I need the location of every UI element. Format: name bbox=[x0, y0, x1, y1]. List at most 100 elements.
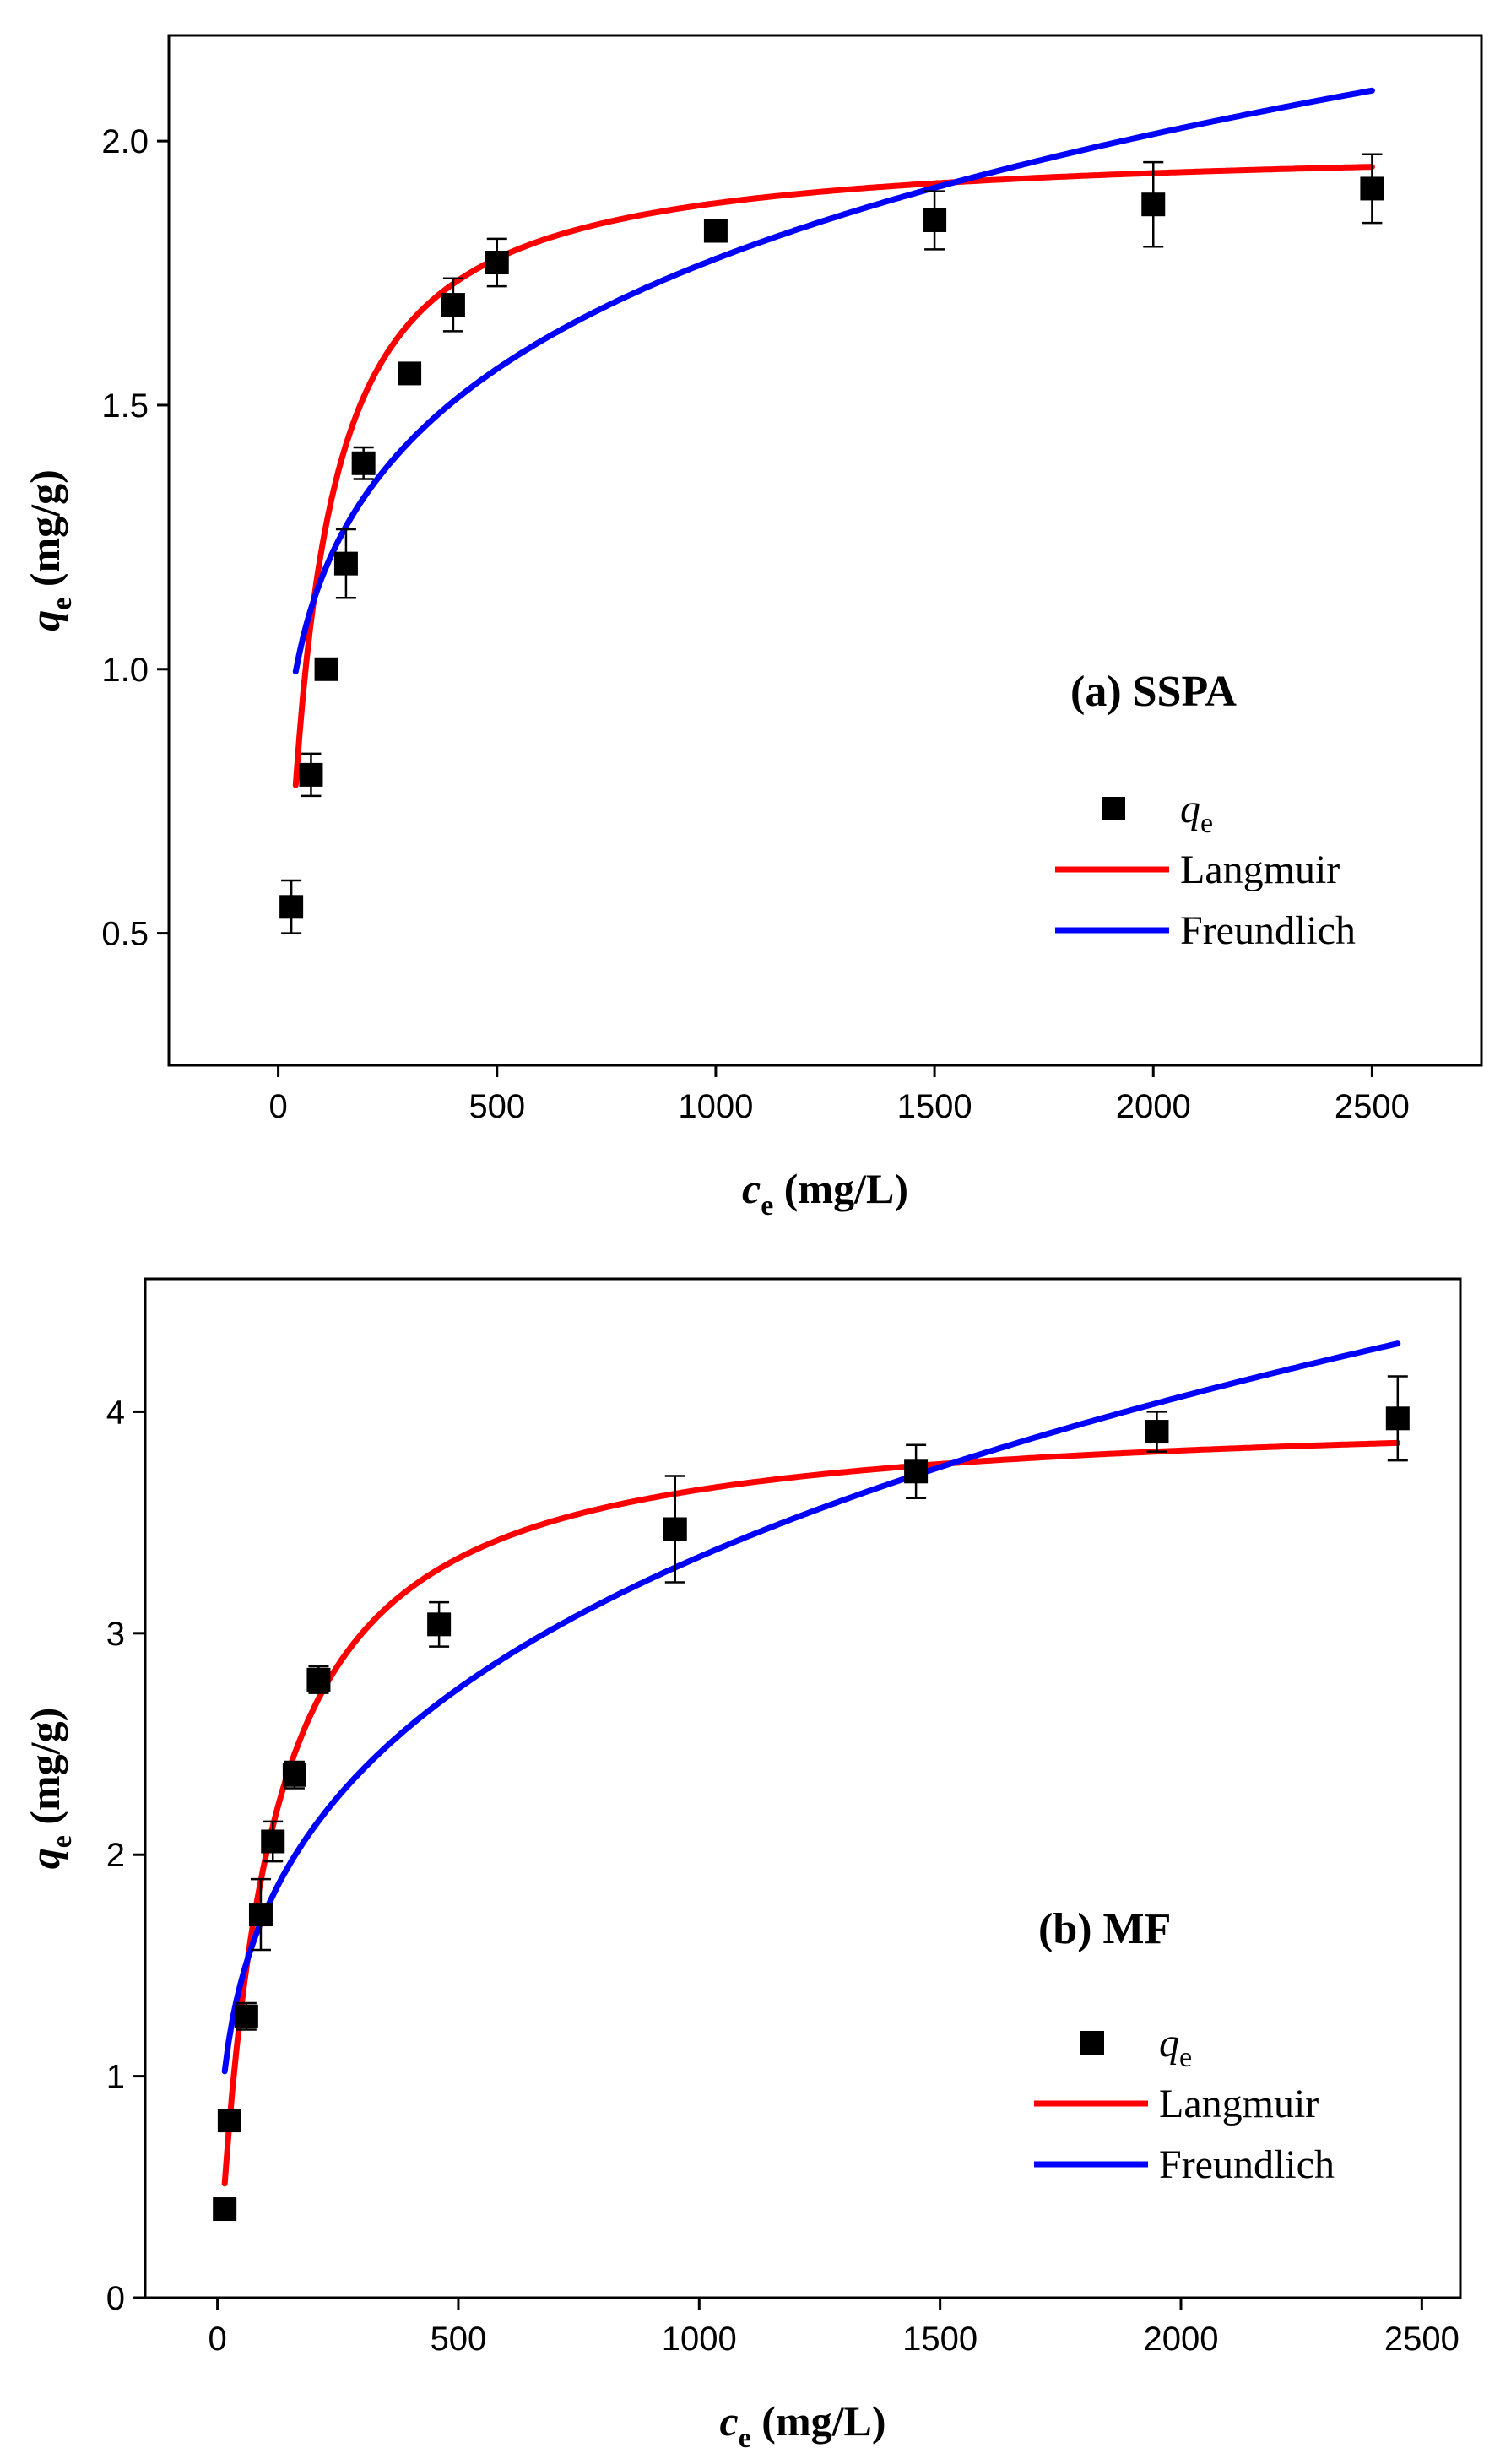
x-tick-label: 0 bbox=[268, 1088, 287, 1125]
y-tick-label: 1 bbox=[106, 2059, 125, 2096]
x-tick-label: 1500 bbox=[902, 2320, 978, 2358]
x-tick-label: 1000 bbox=[662, 2320, 737, 2358]
data-point bbox=[923, 190, 947, 251]
data-point bbox=[279, 879, 304, 934]
data-point bbox=[904, 1443, 929, 1500]
data-marker bbox=[314, 657, 338, 681]
data-point bbox=[314, 657, 338, 681]
data-marker bbox=[248, 1903, 273, 1927]
data-point bbox=[663, 1475, 687, 1584]
data-point bbox=[351, 446, 376, 480]
y-axis-label-symbol: q bbox=[21, 610, 68, 631]
data-point bbox=[485, 237, 509, 288]
x-tick-label: 2000 bbox=[1144, 2320, 1219, 2358]
x-tick-label: 500 bbox=[431, 2320, 487, 2358]
data-point bbox=[1385, 1375, 1410, 1462]
data-point bbox=[398, 361, 422, 386]
x-tick-label: 500 bbox=[468, 1088, 525, 1125]
data-point bbox=[703, 219, 728, 243]
data-marker bbox=[282, 1763, 306, 1787]
data-marker bbox=[351, 451, 376, 475]
y-tick-label: 3 bbox=[106, 1616, 125, 1653]
y-tick-label: 0 bbox=[106, 2280, 125, 2317]
x-axis-label-symbol: c bbox=[742, 1165, 761, 1212]
series-line-freundlich bbox=[221, 1340, 1401, 2075]
x-tick-label: 1000 bbox=[678, 1088, 753, 1125]
legend-label-freundlich: Freundlich bbox=[1159, 2142, 1335, 2187]
legend-label-freundlich: Freundlich bbox=[1180, 908, 1356, 953]
data-marker bbox=[234, 2004, 258, 2028]
data-point bbox=[282, 1760, 306, 1790]
data-marker bbox=[1141, 192, 1166, 217]
data-marker bbox=[261, 1829, 285, 1854]
data-point bbox=[333, 528, 358, 599]
legend-label-qe: qe bbox=[1159, 2021, 1192, 2073]
data-point bbox=[427, 1600, 452, 1648]
data-marker bbox=[1385, 1406, 1410, 1431]
legend-label-qe: qe bbox=[1180, 787, 1213, 839]
series-line-freundlich bbox=[292, 87, 1375, 675]
x-axis-label-symbol: c bbox=[720, 2397, 739, 2445]
y-axis-label-subscript: e bbox=[46, 598, 78, 610]
y-tick-label: 1.5 bbox=[101, 387, 149, 425]
data-marker bbox=[217, 2109, 241, 2133]
legend: qe Langmuir Freundlich bbox=[1055, 787, 1356, 953]
data-point bbox=[234, 2001, 258, 2031]
data-marker bbox=[703, 219, 728, 243]
y-axis-label: qe (mg/g) bbox=[21, 1708, 78, 1869]
y-axis-label-symbol: q bbox=[21, 1848, 68, 1869]
data-marker bbox=[1145, 1420, 1169, 1444]
data-marker bbox=[279, 895, 304, 919]
y-tick-label: 0.5 bbox=[101, 916, 149, 953]
data-marker bbox=[923, 208, 947, 232]
y-tick-label: 1.0 bbox=[101, 652, 149, 689]
y-axis-label-unit: (mg/g) bbox=[21, 469, 68, 597]
x-axis-label-unit: (mg/L) bbox=[773, 1165, 908, 1212]
data-marker bbox=[213, 2197, 237, 2222]
data-point bbox=[1141, 160, 1166, 248]
plot-frame bbox=[144, 1277, 1462, 2299]
y-axis-label-subscript: e bbox=[46, 1835, 78, 1848]
x-axis-label: ce (mg/L) bbox=[720, 2397, 886, 2454]
data-point bbox=[217, 2109, 241, 2133]
x-axis-label-subscript: e bbox=[761, 1190, 773, 1221]
data-marker bbox=[904, 1459, 929, 1484]
x-tick-label: 0 bbox=[208, 2320, 226, 2358]
x-tick-label: 2500 bbox=[1335, 1088, 1410, 1125]
legend: qe Langmuir Freundlich bbox=[1034, 2021, 1335, 2187]
data-point bbox=[248, 1877, 273, 1952]
data-marker bbox=[398, 361, 422, 386]
data-marker bbox=[333, 551, 358, 576]
x-axis-label: ce (mg/L) bbox=[742, 1165, 908, 1221]
y-tick-label: 4 bbox=[106, 1394, 125, 1431]
panel-title: (b) MF bbox=[1038, 1905, 1171, 1953]
legend-label-langmuir: Langmuir bbox=[1180, 848, 1340, 892]
data-point bbox=[213, 2197, 237, 2222]
data-marker bbox=[299, 762, 323, 787]
legend-marker bbox=[1102, 797, 1125, 820]
panel-title: (a) SSPA bbox=[1070, 668, 1237, 716]
x-tick-label: 2000 bbox=[1116, 1088, 1191, 1125]
data-point bbox=[306, 1665, 331, 1694]
series-line-langmuir bbox=[292, 164, 1375, 788]
data-marker bbox=[306, 1667, 331, 1692]
data-marker bbox=[663, 1517, 687, 1541]
legend-label-langmuir: Langmuir bbox=[1159, 2082, 1319, 2126]
data-marker bbox=[427, 1612, 452, 1637]
data-point bbox=[261, 1820, 285, 1863]
plot-frame bbox=[167, 34, 1483, 1067]
data-point bbox=[441, 277, 465, 333]
data-marker bbox=[485, 251, 509, 275]
data-point bbox=[1145, 1411, 1169, 1453]
x-tick-label: 1500 bbox=[897, 1088, 972, 1125]
y-tick-label: 2 bbox=[106, 1837, 125, 1874]
data-point bbox=[1360, 153, 1384, 225]
y-axis-label: qe (mg/g) bbox=[21, 469, 78, 631]
data-point bbox=[299, 752, 323, 798]
legend-marker bbox=[1080, 2031, 1104, 2055]
series-line-langmuir bbox=[221, 1439, 1401, 2187]
y-tick-label: 2.0 bbox=[101, 123, 149, 160]
